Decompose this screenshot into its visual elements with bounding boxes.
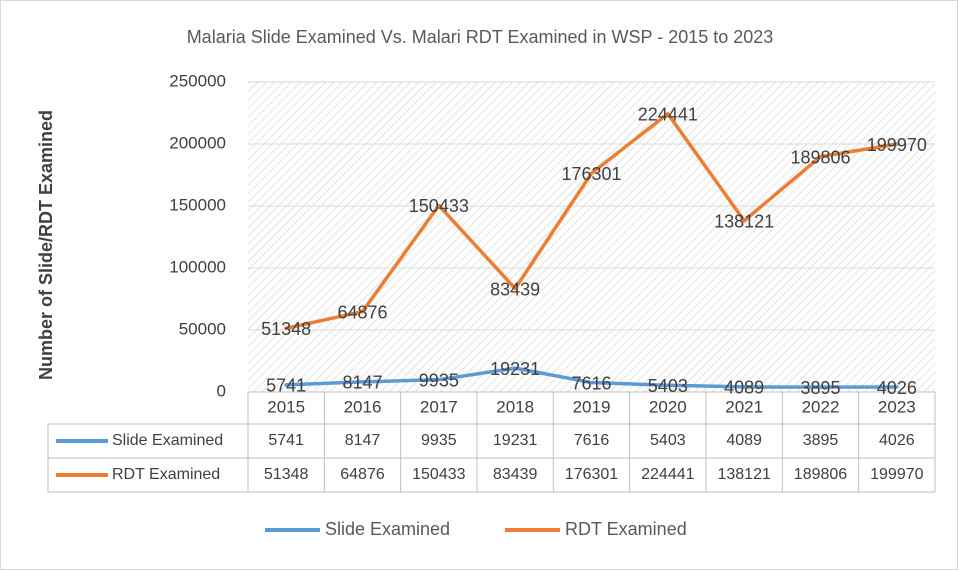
table-cell: 176301 xyxy=(565,466,618,483)
table-cell: 5403 xyxy=(650,432,686,449)
y-tick-label: 150000 xyxy=(169,195,226,214)
table-series-name: RDT Examined xyxy=(112,466,220,483)
table-cell: 4026 xyxy=(879,432,915,449)
table-cell: 64876 xyxy=(340,466,385,483)
table-cell: 189806 xyxy=(794,466,847,483)
data-label: 224441 xyxy=(638,104,698,124)
data-label: 51348 xyxy=(261,319,311,339)
data-label: 150433 xyxy=(409,196,469,216)
x-tick-label: 2017 xyxy=(420,397,458,416)
data-label: 19231 xyxy=(490,359,540,379)
y-tick-label: 200000 xyxy=(169,133,226,152)
data-label: 7616 xyxy=(571,373,611,393)
x-tick-label: 2018 xyxy=(496,397,534,416)
table-cell: 7616 xyxy=(574,432,610,449)
legend-label: RDT Examined xyxy=(565,519,687,539)
table-cell: 224441 xyxy=(641,466,694,483)
series-line xyxy=(284,366,899,389)
data-label: 4026 xyxy=(877,378,917,398)
table-series-name: Slide Examined xyxy=(112,432,223,449)
table-cell: 199970 xyxy=(870,466,923,483)
table-cell: 9935 xyxy=(421,432,457,449)
y-axis-label: Number of Slide/RDT Examined xyxy=(36,110,56,380)
data-label: 64876 xyxy=(337,302,387,322)
data-label: 3895 xyxy=(800,378,840,398)
data-label: 138121 xyxy=(714,211,774,231)
data-label: 5403 xyxy=(648,376,688,396)
chart-title: Malaria Slide Examined Vs. Malari RDT Ex… xyxy=(187,27,774,47)
y-tick-label: 100000 xyxy=(169,257,226,276)
table-cell: 3895 xyxy=(803,432,839,449)
x-tick-label: 2023 xyxy=(878,397,916,416)
data-label: 4089 xyxy=(724,378,764,398)
legend-label: Slide Examined xyxy=(325,519,450,539)
data-label: 9935 xyxy=(419,370,459,390)
x-tick-label: 2019 xyxy=(573,397,611,416)
table-cell: 83439 xyxy=(493,466,538,483)
x-tick-label: 2016 xyxy=(344,397,382,416)
data-label: 189806 xyxy=(790,147,850,167)
table-cell: 138121 xyxy=(717,466,770,483)
x-tick-label: 2022 xyxy=(802,397,840,416)
data-label: 83439 xyxy=(490,279,540,299)
data-label: 176301 xyxy=(561,164,621,184)
series-line xyxy=(284,111,899,331)
table-cell: 150433 xyxy=(412,466,465,483)
table-cell: 4089 xyxy=(726,432,762,449)
data-label: 8147 xyxy=(342,373,382,393)
table-cell: 8147 xyxy=(345,432,381,449)
y-tick-label: 50000 xyxy=(179,319,226,338)
data-label: 5741 xyxy=(266,376,306,396)
plot-area xyxy=(248,82,935,392)
table-cell: 51348 xyxy=(264,466,309,483)
y-tick-label: 250000 xyxy=(169,71,226,90)
x-tick-label: 2015 xyxy=(267,397,305,416)
table-cell: 5741 xyxy=(268,432,304,449)
x-tick-label: 2020 xyxy=(649,397,687,416)
y-tick-label: 0 xyxy=(217,381,226,400)
x-tick-label: 2021 xyxy=(725,397,763,416)
table-cell: 19231 xyxy=(493,432,538,449)
data-label: 199970 xyxy=(867,135,927,155)
